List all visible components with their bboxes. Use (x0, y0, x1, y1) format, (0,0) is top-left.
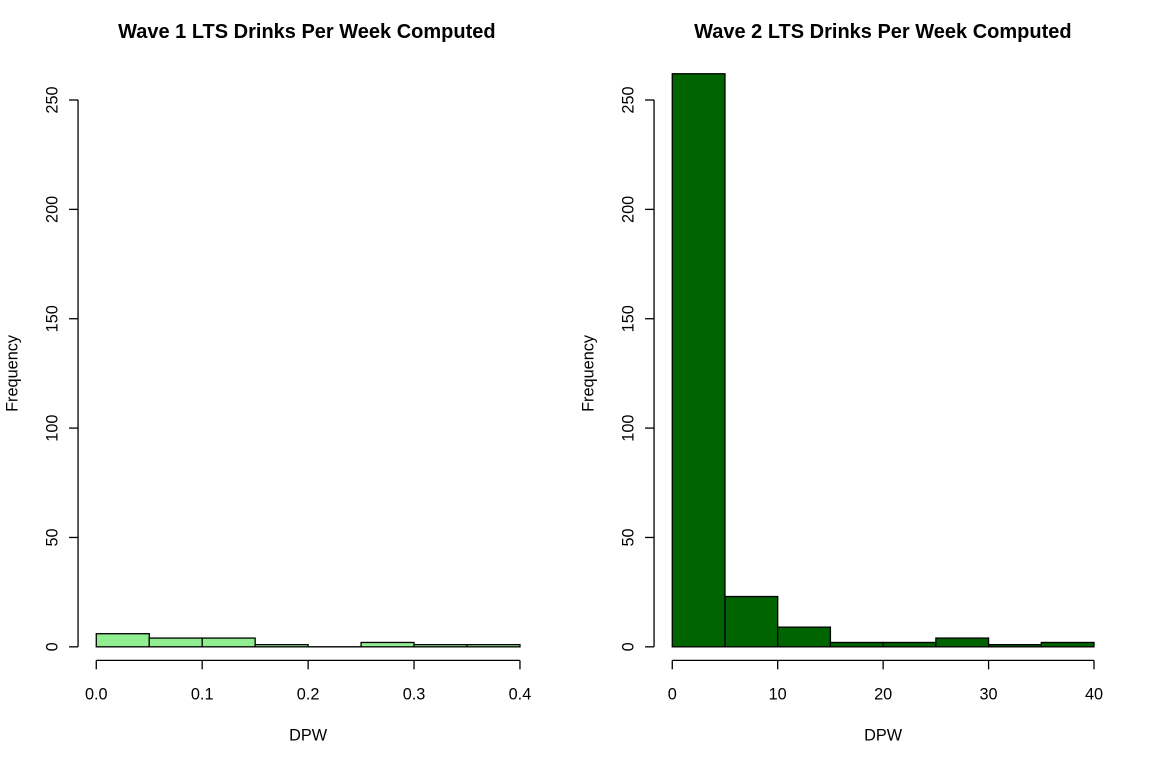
svg-text:0: 0 (43, 642, 61, 651)
svg-text:10: 10 (769, 685, 787, 703)
svg-text:DPW: DPW (864, 726, 903, 744)
svg-text:150: 150 (619, 305, 637, 332)
svg-text:0.4: 0.4 (509, 685, 532, 703)
svg-text:150: 150 (43, 305, 61, 332)
svg-text:30: 30 (980, 685, 998, 703)
svg-text:0.3: 0.3 (403, 685, 426, 703)
svg-text:250: 250 (619, 86, 637, 113)
svg-text:40: 40 (1085, 685, 1103, 703)
svg-text:100: 100 (43, 415, 61, 442)
svg-text:20: 20 (874, 685, 892, 703)
svg-text:0.0: 0.0 (85, 685, 108, 703)
svg-text:250: 250 (43, 86, 61, 113)
svg-text:50: 50 (619, 528, 637, 546)
svg-text:0.1: 0.1 (191, 685, 214, 703)
svg-text:Frequency: Frequency (3, 334, 21, 412)
svg-text:0.2: 0.2 (297, 685, 320, 703)
svg-text:200: 200 (43, 196, 61, 223)
svg-text:50: 50 (43, 528, 61, 546)
svg-text:Frequency: Frequency (579, 334, 597, 412)
svg-text:100: 100 (619, 415, 637, 442)
svg-text:DPW: DPW (289, 726, 328, 744)
svg-text:0: 0 (619, 642, 637, 651)
svg-text:Wave 2 LTS Drinks Per Week Com: Wave 2 LTS Drinks Per Week Computed (694, 21, 1072, 43)
svg-text:200: 200 (619, 196, 637, 223)
svg-text:Wave 1 LTS Drinks Per Week Com: Wave 1 LTS Drinks Per Week Computed (118, 21, 496, 43)
svg-text:0: 0 (668, 685, 677, 703)
